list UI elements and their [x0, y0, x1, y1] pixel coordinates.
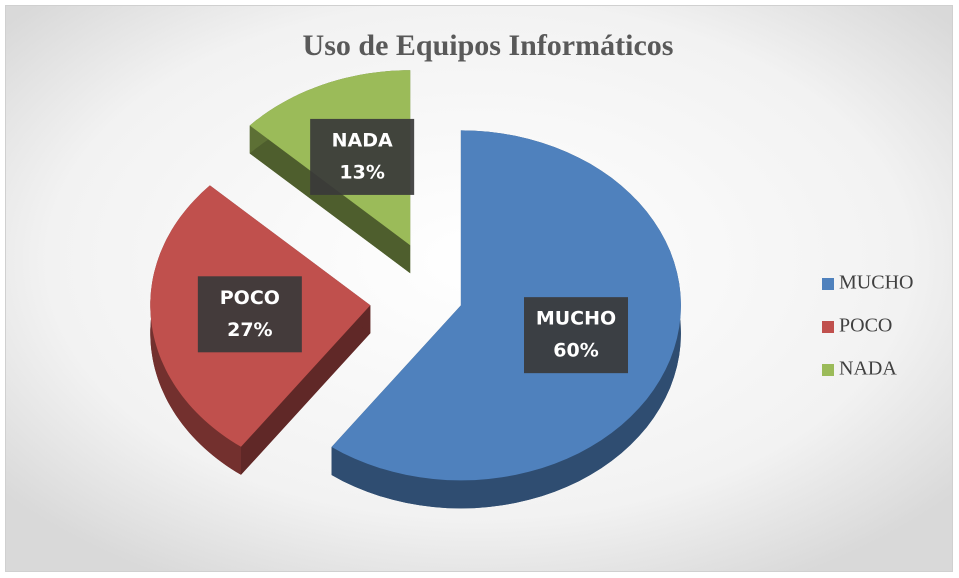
- legend-swatch: [822, 364, 834, 376]
- chart-title: Uso de Equipos Informáticos: [303, 29, 674, 62]
- data-label-value: 27%: [227, 319, 272, 341]
- data-label-value: 13%: [339, 161, 384, 183]
- data-label-name: POCO: [220, 287, 280, 309]
- data-label-box: [310, 118, 415, 195]
- legend-swatch: [822, 278, 834, 290]
- data-label-name: MUCHO: [536, 308, 616, 330]
- legend-label: NADA: [839, 358, 897, 380]
- data-label-value: 60%: [553, 340, 598, 362]
- legend-label: POCO: [839, 315, 892, 337]
- legend-label: MUCHO: [839, 272, 913, 294]
- slice-side: [249, 125, 411, 274]
- data-label-name: NADA: [332, 129, 393, 151]
- slice: [331, 130, 681, 481]
- slice-side: [150, 185, 241, 475]
- data-label-box: [197, 276, 302, 353]
- data-label-box: [524, 297, 629, 374]
- legend-swatch: [822, 321, 834, 333]
- slice-side: [331, 130, 681, 509]
- slice-side: [241, 305, 371, 475]
